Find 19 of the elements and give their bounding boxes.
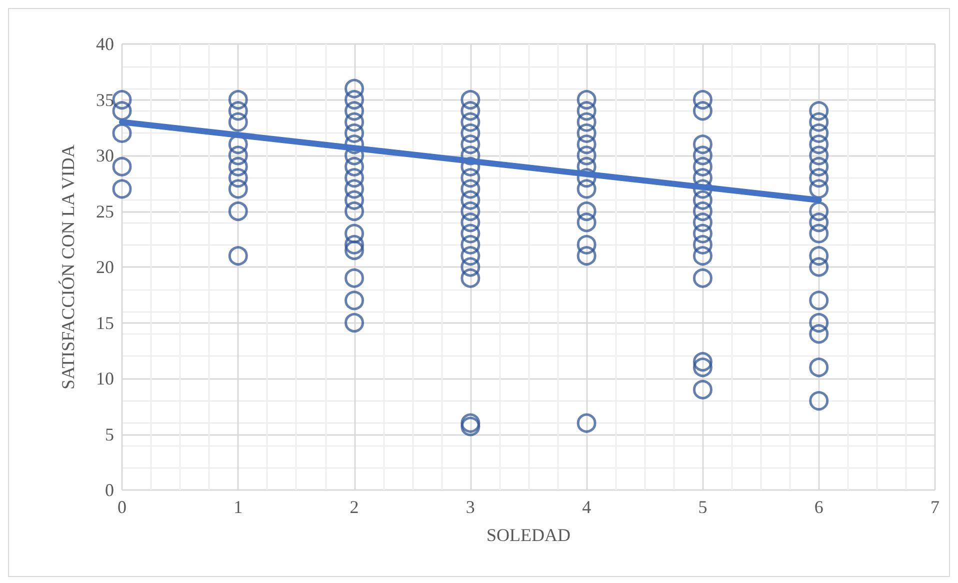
y-tick-label: 25 [96, 201, 114, 222]
x-tick-label: 0 [118, 497, 126, 517]
y-tick-label: 15 [96, 312, 114, 333]
y-tick-label: 10 [96, 368, 114, 388]
x-tick-label: 5 [698, 497, 708, 517]
x-tick-label: 3 [466, 497, 475, 517]
y-tick-label: 40 [96, 34, 114, 54]
y-tick-label: 0 [105, 480, 114, 500]
x-tick-label: 6 [814, 497, 824, 517]
x-tick-label: 1 [234, 497, 243, 517]
y-tick-label: 20 [96, 257, 114, 277]
y-tick-label: 5 [105, 424, 114, 444]
x-axis-title: SOLEDAD [486, 525, 570, 545]
y-tick-label: 30 [96, 146, 114, 166]
x-tick-label: 4 [582, 497, 592, 517]
y-axis-title: SATISFACCIÓN CON LA VIDA [58, 144, 78, 390]
x-tick-label: 7 [930, 497, 940, 517]
x-tick-label: 2 [350, 497, 359, 517]
y-tick-label: 35 [96, 90, 114, 110]
